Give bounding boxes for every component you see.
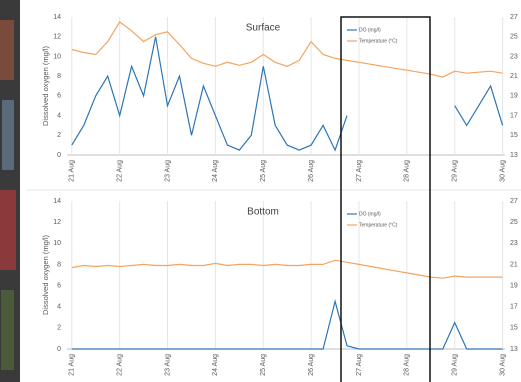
data-line <box>72 301 503 349</box>
y2-tick-label: 27 <box>510 14 518 21</box>
legend-label: Temperature (°C) <box>359 222 398 228</box>
x-tick-label: 23 Aug <box>164 160 171 182</box>
y-tick-label: 6 <box>57 93 61 100</box>
photo <box>0 190 16 270</box>
legend-label: DO (mg/l) <box>359 27 381 33</box>
x-tick-label: 26 Aug <box>308 160 315 182</box>
x-tick-label: 24 Aug <box>212 160 219 182</box>
y2-tick-label: 13 <box>510 152 518 159</box>
x-tick-label: 25 Aug <box>260 160 267 182</box>
x-tick-label: 28 Aug <box>404 354 411 376</box>
photo-strip <box>0 0 20 382</box>
x-tick-label: 26 Aug <box>308 354 315 376</box>
x-tick-label: 30 Aug <box>499 160 506 182</box>
x-tick-label: 27 Aug <box>356 160 363 182</box>
y2-tick-label: 15 <box>510 132 518 139</box>
legend-label: Temperature (°C) <box>359 38 398 44</box>
y-tick-label: 8 <box>57 73 61 80</box>
data-line <box>72 22 503 77</box>
y2-tick-label: 23 <box>510 240 518 247</box>
y2-tick-label: 17 <box>510 112 518 119</box>
x-tick-label: 29 Aug <box>452 354 459 376</box>
screenshot: 21 Aug 22 Aug 23 Aug 24 Aug 25 Aug 26 Aug 27 A… <box>0 0 521 382</box>
photo <box>2 100 14 170</box>
x-tick-label: 22 Aug <box>116 354 123 376</box>
y2-tick-label: 25 <box>510 34 518 41</box>
legend-label: DO (mg/l) <box>359 211 381 217</box>
y2-tick-label: 21 <box>510 73 518 80</box>
y-tick-label: 0 <box>57 152 61 159</box>
y-tick-label: 14 <box>53 14 61 21</box>
y-tick-label: 12 <box>53 219 61 226</box>
x-tick-label: 30 Aug <box>499 354 506 376</box>
data-line <box>72 260 503 278</box>
y-tick-label: 10 <box>53 240 61 247</box>
y-tick-label: 6 <box>57 282 61 289</box>
y-tick-label: 14 <box>53 198 61 205</box>
x-tick-label: 29 Aug <box>452 160 459 182</box>
y-tick-label: 2 <box>57 132 61 139</box>
y-axis-label: Dissolved oxygen (mg/l) <box>41 234 50 315</box>
y-axis-label: Dissolved oxygen (mg/l) <box>41 45 50 126</box>
x-tick-label: 27 Aug <box>356 354 363 376</box>
x-tick-label: 25 Aug <box>260 354 267 376</box>
y2-tick-label: 19 <box>510 282 518 289</box>
photo <box>1 290 14 370</box>
y2-tick-label: 23 <box>510 53 518 60</box>
x-tick-label: 28 Aug <box>404 160 411 182</box>
y-tick-label: 4 <box>57 304 61 311</box>
data-line <box>72 37 503 150</box>
y2-tick-label: 17 <box>510 304 518 311</box>
chart-title: Surface <box>246 23 281 34</box>
y-tick-label: 8 <box>57 261 61 268</box>
y-tick-label: 12 <box>53 34 61 41</box>
chart-title: Bottom <box>247 207 279 218</box>
y-tick-label: 4 <box>57 112 61 119</box>
x-tick-label: 21 Aug <box>69 354 76 376</box>
y2-tick-label: 25 <box>510 219 518 226</box>
y2-tick-label: 19 <box>510 93 518 100</box>
y2-tick-label: 21 <box>510 261 518 268</box>
x-tick-label: 24 Aug <box>212 354 219 376</box>
y2-tick-label: 27 <box>510 198 518 205</box>
y2-tick-label: 13 <box>510 346 518 353</box>
x-tick-label: 21 Aug <box>69 160 76 182</box>
y-tick-label: 0 <box>57 346 61 353</box>
photo <box>0 20 14 80</box>
x-tick-label: 23 Aug <box>164 354 171 376</box>
y-tick-label: 2 <box>57 325 61 332</box>
y-tick-label: 10 <box>53 53 61 60</box>
x-tick-label: 22 Aug <box>116 160 123 182</box>
y2-tick-label: 15 <box>510 325 518 332</box>
